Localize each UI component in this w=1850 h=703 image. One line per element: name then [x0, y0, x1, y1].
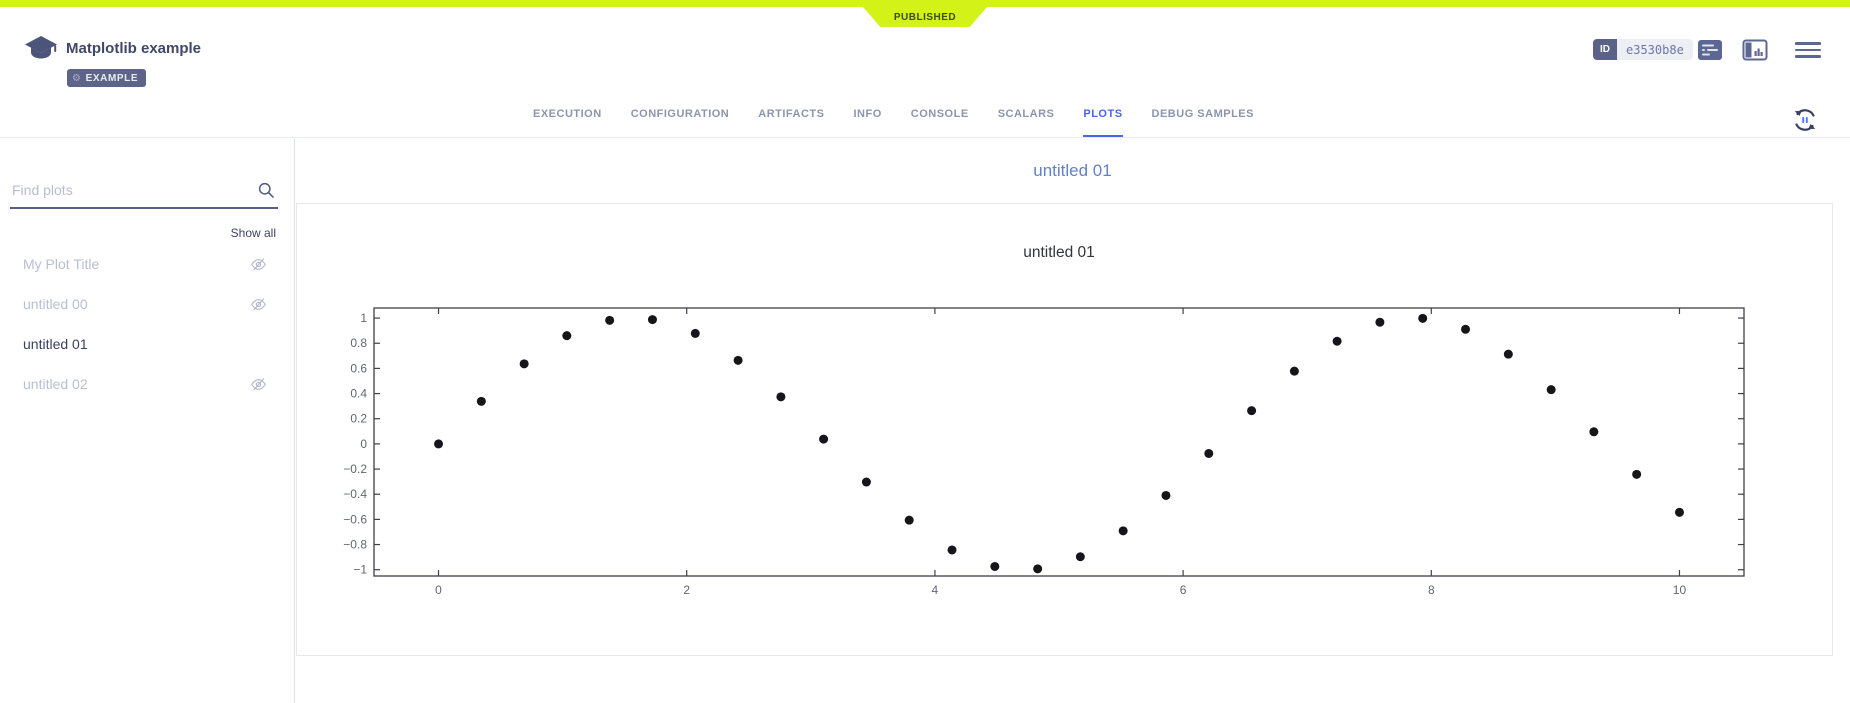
tab-bar: EXECUTION CONFIGURATION ARTIFACTS INFO CONSO… — [533, 96, 1254, 137]
scatter-plot[interactable]: 0 2 4 6 8 10 1 0.8 0.6 0.4 0.2 0 −0.2 −0.4 −0.6 −0.8 −1 — [297, 204, 1834, 657]
y-tick-label: 0.8 — [350, 336, 367, 350]
x-tick-label: 4 — [932, 583, 939, 597]
scatter-point — [904, 515, 914, 525]
tab-scalars[interactable]: SCALARS — [997, 108, 1055, 120]
y-tick-label: −0.2 — [343, 462, 367, 476]
tab-info[interactable]: INFO — [853, 108, 882, 120]
eye-off-icon[interactable] — [250, 296, 267, 313]
search-icon[interactable] — [256, 180, 276, 200]
y-tick-label: 1 — [360, 311, 367, 325]
scatter-point — [1418, 313, 1428, 323]
plot-item-label: untitled 01 — [23, 336, 88, 352]
scatter-point — [1589, 427, 1599, 437]
scatter-point — [1161, 490, 1171, 500]
tab-console[interactable]: CONSOLE — [910, 108, 969, 120]
scatter-point — [476, 396, 486, 406]
plot-item-label: untitled 00 — [23, 296, 88, 312]
scatter-point — [1632, 469, 1642, 479]
scatter-point — [1118, 526, 1128, 536]
y-tick-label: 0.4 — [350, 387, 367, 401]
x-tick-label: 0 — [435, 583, 442, 597]
tab-configuration[interactable]: CONFIGURATION — [630, 108, 730, 120]
scatter-point — [776, 392, 786, 402]
scatter-point — [647, 315, 657, 325]
eye-off-icon[interactable] — [250, 256, 267, 273]
plot-frame — [373, 307, 1745, 577]
y-tick-label: −1 — [353, 563, 367, 577]
scatter-point — [1461, 324, 1471, 334]
plot-item-label: untitled 02 — [23, 376, 88, 392]
scatter-point — [1204, 448, 1214, 458]
scatter-point — [1546, 385, 1556, 395]
tab-plots[interactable]: PLOTS — [1083, 96, 1123, 137]
scatter-point — [605, 315, 615, 325]
scatter-point — [690, 328, 700, 338]
scatter-point — [947, 545, 957, 555]
scatter-point — [434, 439, 444, 449]
x-tick-label: 6 — [1180, 583, 1187, 597]
status-ribbon: PUBLISHED — [863, 7, 987, 27]
scatter-point — [562, 331, 572, 341]
status-bar — [0, 0, 1850, 7]
plot-list-item-untitled-02[interactable]: untitled 02 — [0, 364, 294, 404]
plot-list-item-my-plot-title[interactable]: My Plot Title — [0, 244, 294, 284]
experiment-type-label: EXAMPLE — [85, 72, 139, 84]
experiment-type-badge: ⚙ EXAMPLE — [67, 69, 147, 87]
header: Matplotlib example ⚙ EXAMPLE ID e3530b8e… — [0, 7, 1850, 138]
scatter-point — [819, 434, 829, 444]
hamburger-menu-icon[interactable] — [1795, 38, 1821, 62]
search-input[interactable] — [10, 178, 248, 202]
scatter-point — [1375, 317, 1385, 327]
x-tick-label: 2 — [683, 583, 690, 597]
plot-list-item-untitled-01[interactable]: untitled 01 — [0, 324, 294, 364]
plot-title: untitled 01 — [1023, 244, 1095, 261]
y-tick-label: −0.4 — [343, 487, 367, 501]
y-tick-label: −0.6 — [343, 512, 367, 526]
plots-sidebar: Show all My Plot Title untitled 00 untitle… — [0, 138, 295, 703]
plot-item-label: My Plot Title — [23, 256, 100, 272]
scatter-point — [1289, 366, 1299, 376]
scatter-point — [1075, 552, 1085, 562]
scatter-point — [519, 359, 529, 369]
plot-list-item-untitled-00[interactable]: untitled 00 — [0, 284, 294, 324]
y-tick-label: 0.2 — [350, 412, 367, 426]
plot-search — [10, 178, 278, 209]
gear-icon: ⚙ — [72, 72, 82, 84]
auto-refresh-pause-icon[interactable] — [1791, 106, 1819, 134]
y-tick-label: 0 — [360, 437, 367, 451]
status-ribbon-label: PUBLISHED — [893, 11, 957, 23]
project-logo-icon — [25, 36, 57, 59]
id-value: e3530b8e — [1617, 39, 1693, 60]
info-panel-button[interactable] — [1742, 38, 1768, 62]
experiment-id-chip[interactable]: ID e3530b8e — [1593, 39, 1693, 60]
show-all-link[interactable]: Show all — [230, 226, 276, 240]
scatter-point — [1674, 507, 1684, 517]
plot-card: 0 2 4 6 8 10 1 0.8 0.6 0.4 0.2 0 −0.2 −0.4 −0.6 −0.8 −1 … — [296, 203, 1833, 656]
tab-artifacts[interactable]: ARTIFACTS — [758, 108, 825, 120]
scatter-point — [1033, 564, 1043, 574]
scatter-point — [990, 561, 1000, 571]
scatter-point — [1332, 336, 1342, 346]
x-tick-label: 10 — [1673, 583, 1687, 597]
tab-debug-samples[interactable]: DEBUG SAMPLES — [1151, 108, 1254, 120]
scatter-point — [1503, 349, 1513, 359]
scatter-point — [1247, 406, 1257, 416]
eye-off-icon[interactable] — [250, 376, 267, 393]
plot-list: My Plot Title untitled 00 untitled 01 untit… — [0, 244, 294, 404]
tab-execution[interactable]: EXECUTION — [533, 108, 602, 120]
scatter-point — [861, 477, 871, 487]
details-view-button[interactable] — [1697, 38, 1723, 62]
plot-section-heading: untitled 01 — [1033, 161, 1112, 180]
x-tick-label: 8 — [1428, 583, 1435, 597]
id-badge: ID — [1593, 39, 1617, 60]
y-tick-label: 0.6 — [350, 361, 367, 375]
y-tick-label: −0.8 — [343, 538, 367, 552]
experiment-title: Matplotlib example — [66, 40, 202, 57]
scatter-point — [733, 355, 743, 365]
